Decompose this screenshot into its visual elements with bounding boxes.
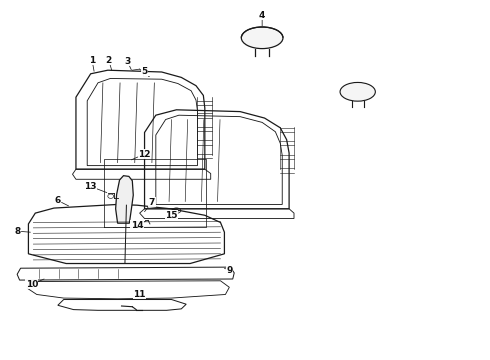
- Text: 9: 9: [226, 266, 233, 275]
- Ellipse shape: [340, 82, 375, 101]
- Text: 15: 15: [165, 211, 178, 220]
- Text: 2: 2: [106, 56, 112, 65]
- Text: 4: 4: [259, 10, 266, 19]
- Ellipse shape: [242, 27, 283, 49]
- Text: 13: 13: [84, 182, 97, 191]
- Text: 1: 1: [89, 56, 95, 65]
- Polygon shape: [116, 176, 133, 223]
- Text: 8: 8: [14, 227, 20, 236]
- Text: 11: 11: [133, 289, 146, 299]
- Text: 10: 10: [25, 280, 38, 289]
- Text: 7: 7: [148, 198, 155, 207]
- Text: 14: 14: [131, 220, 144, 230]
- Text: 12: 12: [138, 150, 151, 158]
- Text: 6: 6: [55, 196, 61, 205]
- Text: 5: 5: [142, 68, 147, 77]
- Text: 3: 3: [124, 57, 130, 66]
